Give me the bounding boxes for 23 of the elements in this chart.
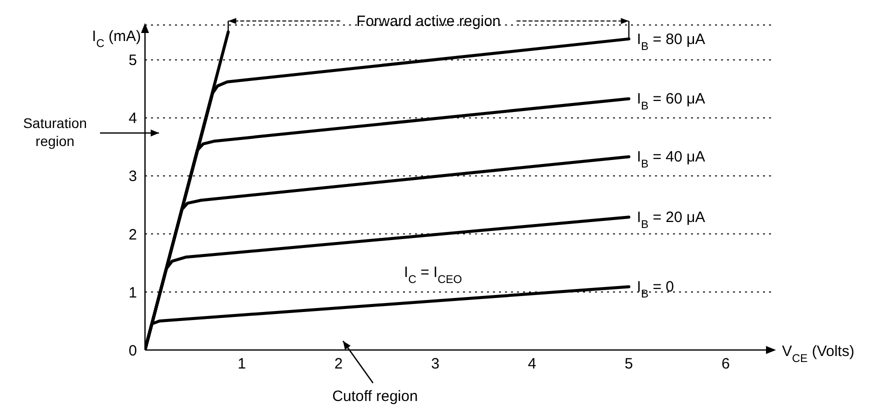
x-tick-label: 2 (334, 356, 343, 373)
x-tick-label: 3 (431, 356, 440, 373)
y-tick-label: 2 (128, 226, 137, 244)
series-label: I$_{B}$ = 40 μA (636, 148, 706, 171)
annotation: Forward active region (356, 13, 501, 30)
text: Cutoff region (332, 388, 418, 405)
series-label: I$_{B}$ = 0 (636, 278, 674, 301)
x-tick-label: 1 (238, 356, 246, 373)
y-tick-label: 4 (128, 110, 137, 128)
x-tick-label: 5 (624, 356, 634, 373)
text: Saturation region (23, 115, 87, 149)
x-tick-label: 6 (721, 356, 730, 373)
annotation: I$_{C}$ = I$_{CEO}$ (404, 264, 462, 286)
legend-label: I$_{B}$ = 80 μA (636, 30, 706, 53)
x-tick-label: 4 (528, 356, 536, 373)
y-axis-title: I$_{C}$ (mA) (92, 28, 141, 50)
y-tick-label: 3 (128, 168, 137, 186)
series-label: I$_{B}$ = 60 μA (636, 90, 706, 113)
series-label: I$_{B}$ = 20 μA (636, 209, 706, 232)
y-tick-label: 5 (128, 52, 137, 70)
x-axis-title: V$_{CE}$ (Volts) (782, 343, 854, 365)
y-tick-label: 0 (128, 342, 137, 360)
y-tick-label: 1 (128, 284, 137, 302)
